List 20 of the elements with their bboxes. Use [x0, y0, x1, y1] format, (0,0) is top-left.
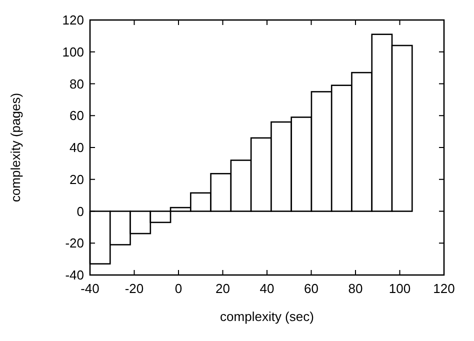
y-axis-title: complexity (pages): [8, 92, 23, 202]
y-tick-label: 0: [76, 204, 84, 219]
x-tick-label: 100: [388, 281, 411, 296]
x-tick-label: 80: [348, 281, 363, 296]
y-tick-label: 40: [70, 140, 84, 156]
y-tick-label: 20: [70, 172, 84, 187]
y-tick-label: 60: [70, 108, 84, 124]
x-tick-label: 60: [304, 281, 318, 296]
x-tick-label: 20: [216, 281, 230, 296]
x-tick-label: -20: [124, 281, 144, 296]
x-tick-label: 120: [433, 281, 455, 296]
y-tick-label: 100: [62, 44, 84, 60]
x-axis-title: complexity (sec): [220, 309, 314, 324]
x-tick-label: 40: [260, 281, 274, 296]
y-tick-label: 120: [62, 12, 84, 28]
y-tick-label: 80: [70, 76, 84, 92]
y-tick-label: -40: [65, 268, 84, 283]
x-tick-label: 0: [174, 281, 182, 296]
x-tick-label: -40: [80, 281, 100, 296]
y-tick-label: -20: [65, 236, 84, 251]
